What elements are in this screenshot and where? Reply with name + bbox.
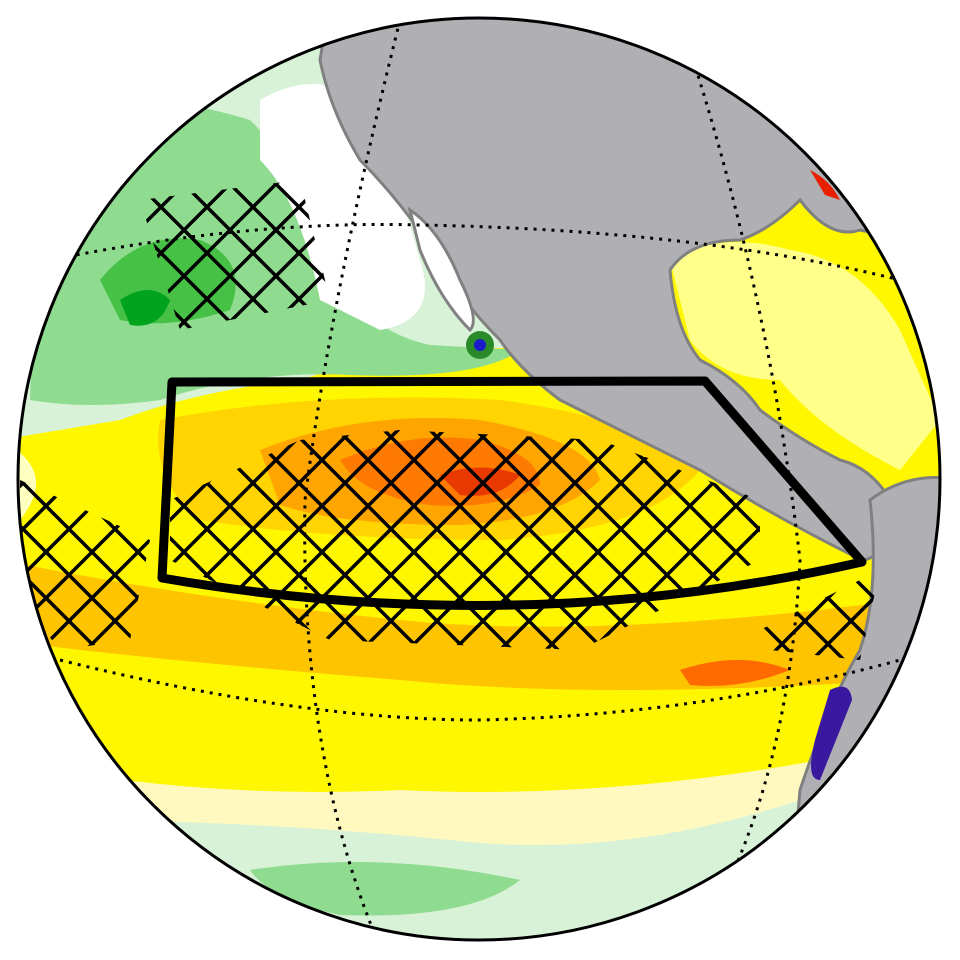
caribbean-region	[670, 242, 940, 470]
darkest-green-region	[120, 290, 170, 326]
significance-hatch	[20, 480, 150, 650]
orange-spot	[680, 660, 790, 686]
graticule	[49, 19, 901, 936]
red-coast	[810, 170, 840, 200]
significance-hatch	[760, 570, 880, 660]
region-box	[157, 376, 867, 610]
globe-outline	[16, 16, 942, 942]
blue-spot	[474, 339, 486, 351]
significance-hatch	[140, 180, 330, 330]
purple-coast	[811, 686, 852, 780]
parallel	[59, 658, 901, 722]
green-south	[250, 862, 520, 916]
gulf-of-california	[407, 206, 475, 333]
